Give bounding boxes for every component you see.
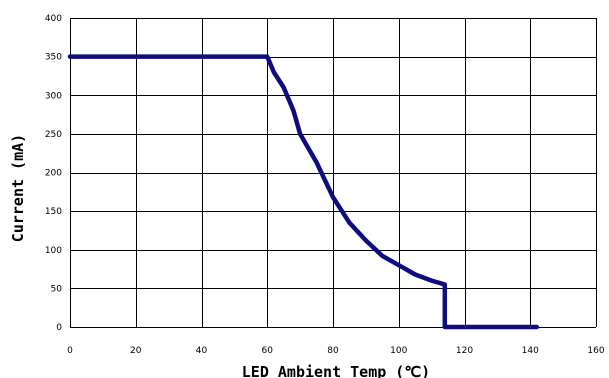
- y-tick-labels: 0 50 100 150 200 250 300 350 400: [45, 14, 62, 333]
- y-tick-label: 200: [45, 169, 62, 179]
- x-tick-label: 160: [587, 346, 604, 356]
- y-tick-label: 400: [45, 14, 62, 24]
- chart-grid: [70, 18, 597, 328]
- y-tick-label: 0: [56, 323, 62, 333]
- y-tick-label: 300: [45, 91, 62, 101]
- y-tick-label: 250: [45, 130, 62, 140]
- series-layer: [67, 54, 540, 330]
- y-tick-label: 150: [45, 207, 62, 217]
- x-tick-label: 0: [67, 346, 73, 356]
- x-tick-label: 120: [456, 346, 473, 356]
- y-tick-label: 350: [45, 53, 62, 63]
- x-tick-label: 100: [390, 346, 407, 356]
- y-tick-label: 100: [45, 246, 62, 256]
- x-tick-label: 20: [130, 346, 142, 356]
- x-tick-label: 60: [262, 346, 274, 356]
- x-tick-label: 80: [327, 346, 339, 356]
- x-tick-labels: 0 20 40 60 80 100 120 140 160: [67, 346, 605, 356]
- x-tick-label: 140: [522, 346, 539, 356]
- x-axis-label: LED Ambient Temp (℃): [242, 363, 430, 378]
- y-axis-label: Current (mA): [9, 134, 27, 242]
- x-tick-label: 40: [196, 346, 208, 356]
- y-tick-label: 50: [51, 284, 63, 294]
- series-line: [67, 54, 540, 330]
